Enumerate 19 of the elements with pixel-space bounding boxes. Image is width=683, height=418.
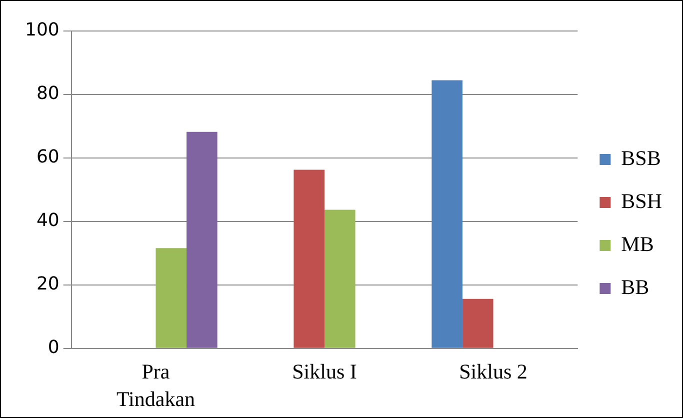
legend-label: BB bbox=[621, 275, 650, 300]
y-tick-label: 80 bbox=[36, 83, 60, 104]
bar bbox=[462, 298, 494, 348]
y-tick-label: 20 bbox=[36, 274, 60, 295]
y-tick-label: 0 bbox=[48, 337, 60, 358]
x-tick-label: Siklus 2 bbox=[459, 360, 528, 384]
legend-label: MB bbox=[621, 232, 654, 256]
legend-label: BSH bbox=[621, 189, 662, 214]
y-tick-label: 60 bbox=[36, 146, 60, 168]
y-tick-label: 100 bbox=[24, 20, 60, 41]
bar bbox=[294, 170, 325, 348]
bar bbox=[324, 210, 356, 348]
legend-label: BSB bbox=[621, 146, 661, 170]
x-tick-label: Pra Tindakan bbox=[116, 360, 196, 411]
bar bbox=[156, 248, 187, 348]
bar bbox=[432, 80, 462, 348]
bar bbox=[186, 132, 218, 348]
x-tick-label: Siklus I bbox=[292, 360, 357, 384]
y-tick-label: 40 bbox=[36, 210, 60, 232]
